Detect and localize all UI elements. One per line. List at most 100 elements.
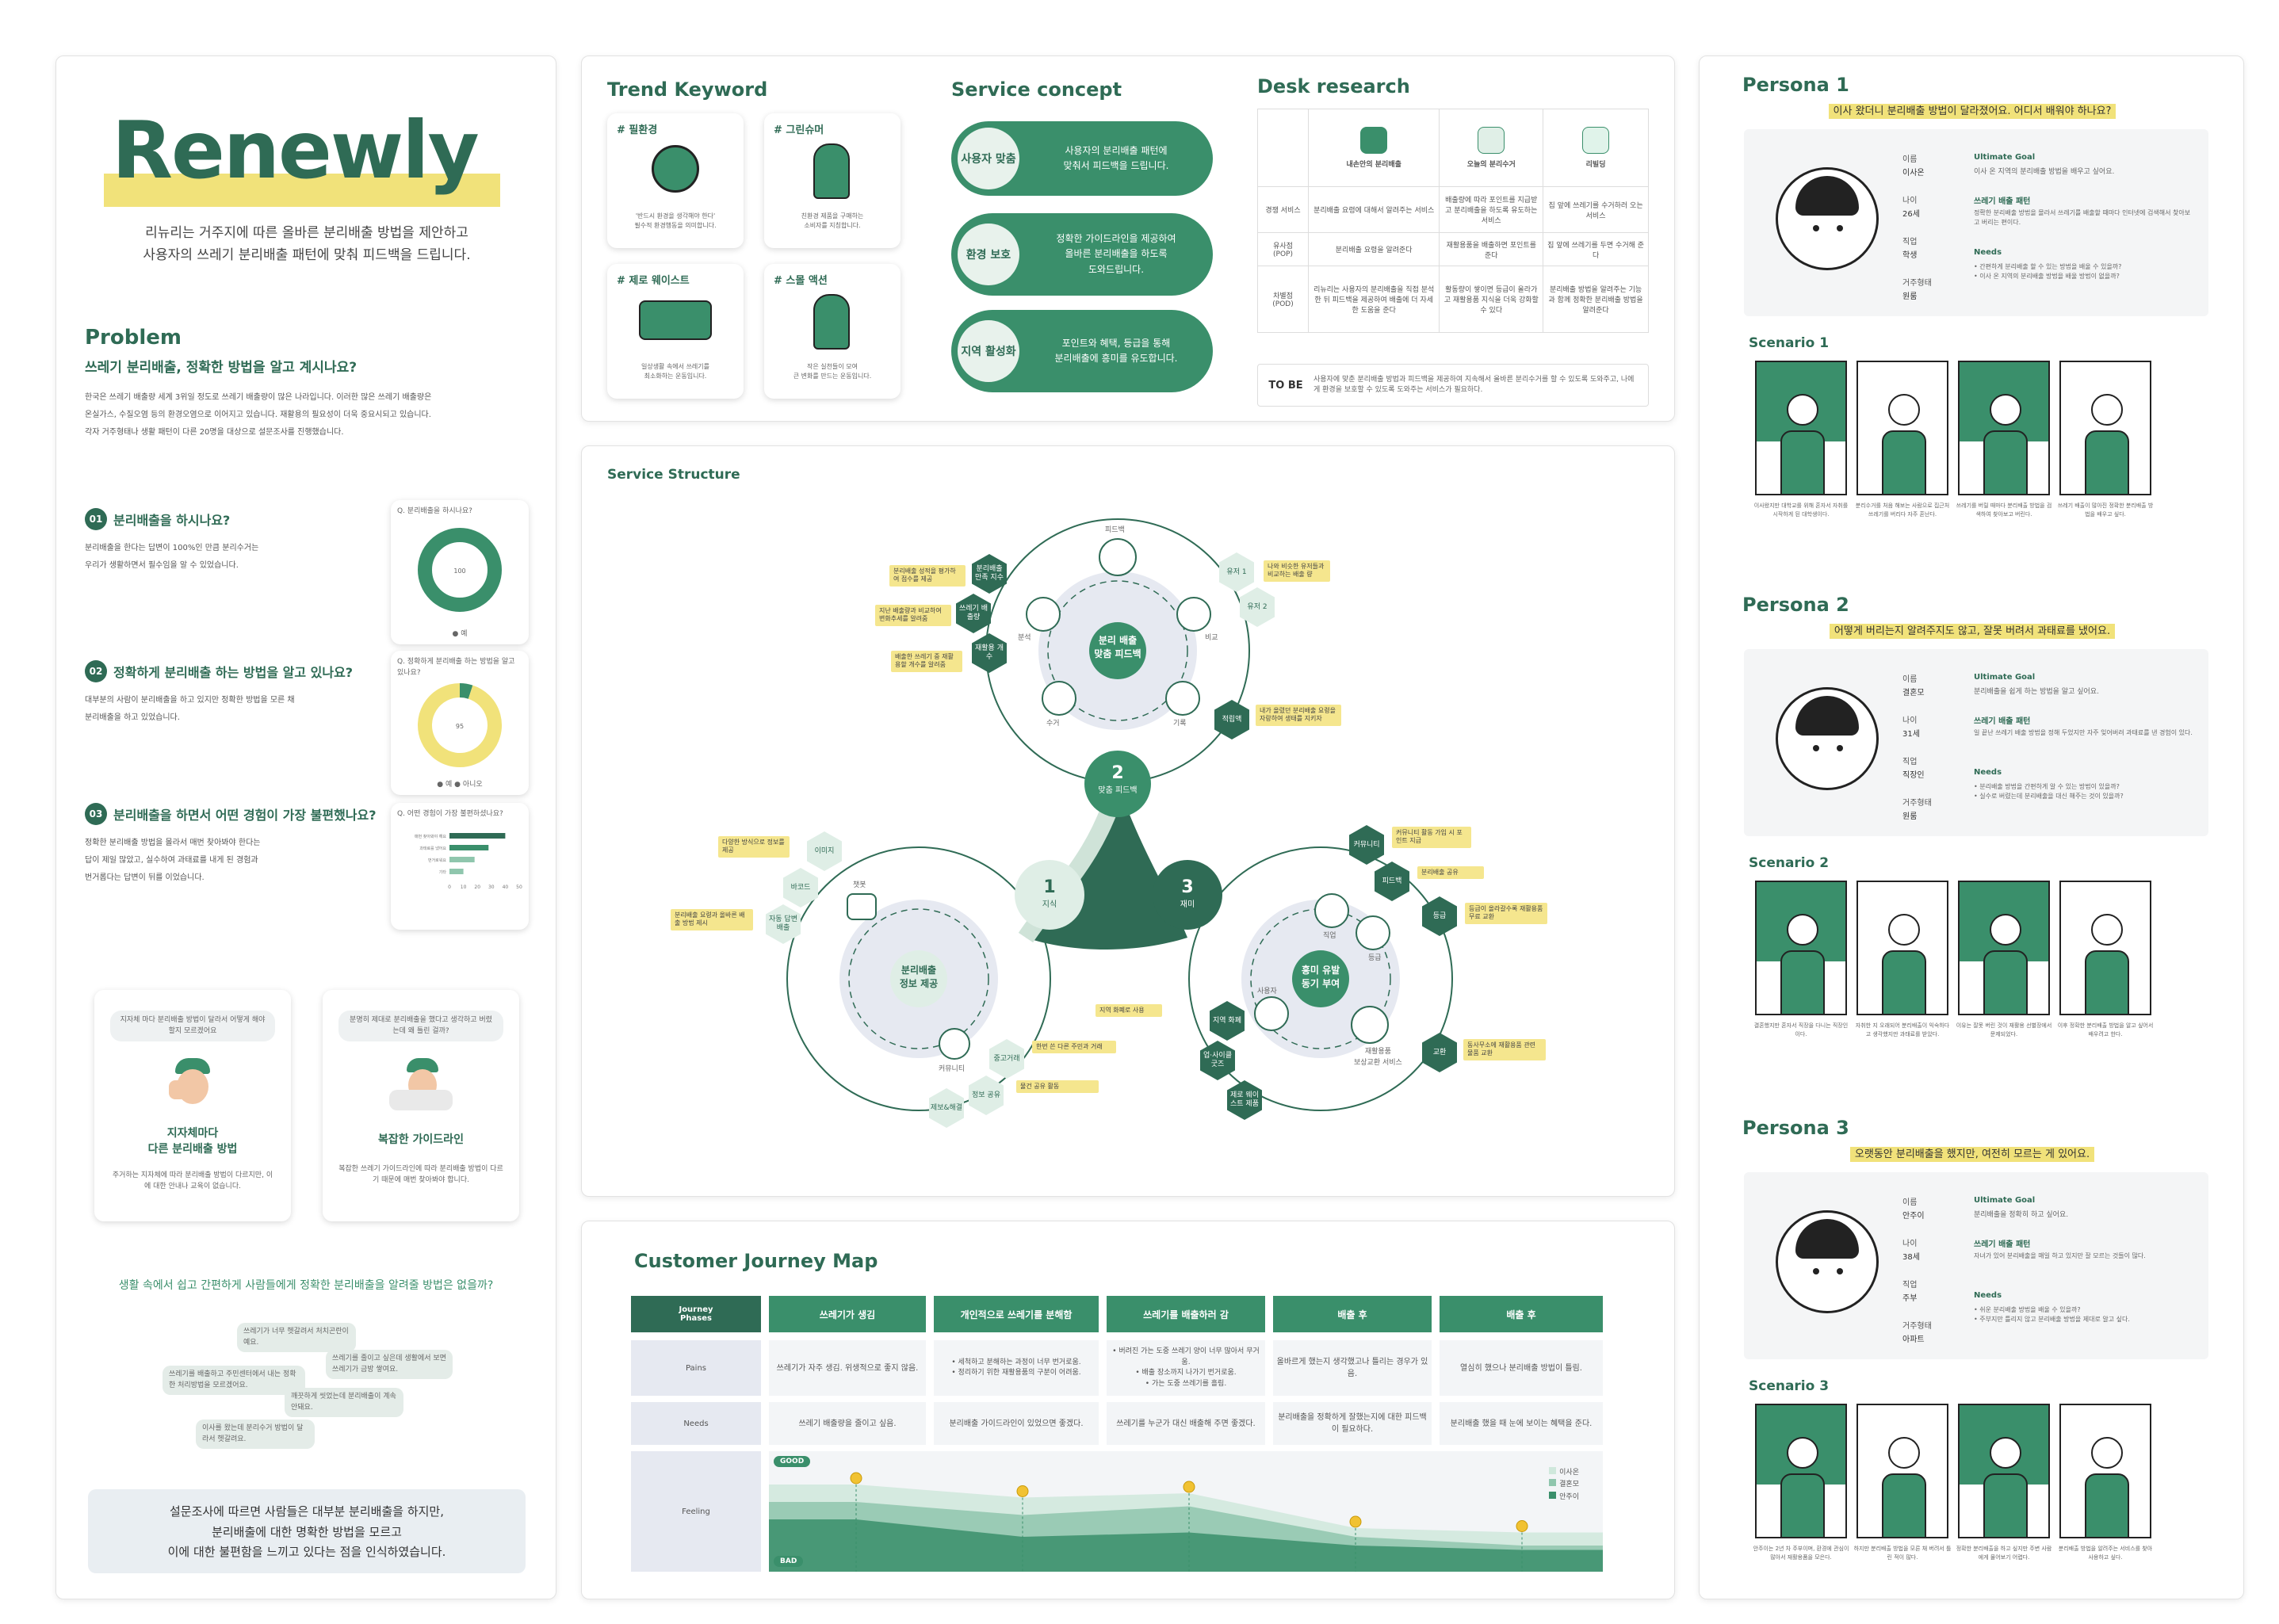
persona-field: 나이 31세 [1902,716,1920,739]
scenario-title: Scenario 1 [1749,335,1830,351]
speech-bubble: 지자체 마다 분리배출 방법이 달라서 어떻게 해야 할지 모르겠어요 [110,1011,275,1041]
journey-phase: 배출 후 [1440,1296,1603,1332]
pattern: 자녀가 있어 분리배출을 매일 하고 있지만 잘 모르는 것들이 많다. [1974,1252,2146,1259]
desk-col: 오늘의 분리수거 [1439,109,1544,187]
goal-head: Ultimate Goal [1974,673,2036,682]
feedback-icon [1099,538,1137,576]
scenario-panel [1958,881,2050,1015]
hex-local-currency: 지역 화폐 [1210,1001,1245,1041]
note: 한번 쓴 다른 주민과 거래 [1032,1041,1116,1054]
desk-col: 리빌딩 [1543,109,1649,187]
conclusion-line-1: 설문조사에 따르면 사람들은 대부분 분리배출을 하지만, [169,1504,444,1519]
number-3: 3 재미 [1180,877,1195,909]
pie-slice [418,683,502,767]
record-icon [1165,681,1200,716]
emoji-face-icon [1183,1481,1195,1493]
label-compare: 비교 [1205,634,1218,642]
label-user: 사용자 [1257,988,1277,995]
desk-row-head: 유사점 (POP) [1257,232,1309,266]
desk-cell: 집 앞에 쓰레기를 수거하러 오는 서비스 [1543,186,1649,233]
scenario-caption: 결혼했지만 혼자서 직장을 다니는 직장인이다. [1753,1022,1849,1037]
persona-field: 직업 주부 [1902,1281,1918,1303]
logo: Renewly [112,104,480,197]
question-title: 정확하게 분리배출 하는 방법을 알고 있나요? [113,665,354,680]
label-job: 직업 [1323,932,1336,940]
persona-field: 직업 학생 [1902,238,1918,260]
scenario-caption: 정확한 분리배출을 하고 싶지만 주변 사람에게 물어보기 어렵다. [1956,1546,2052,1561]
goal: 분리배출을 정확히 하고 싶어요. [1974,1211,2069,1219]
persona-field: 거주형태 원룸 [1902,799,1932,821]
persona-1: Persona 1 이사 왔더니 분리배출 방법이 달라졌어요. 어디서 배워야 … [1700,74,2245,581]
structure-center-2: 분리배출 정보 제공 [899,965,939,989]
journey-phase: 쓰레기가 생김 [769,1296,926,1332]
journey-feeling-label: Feeling [631,1451,761,1572]
app-icon [1478,127,1505,154]
number-1: 1 지식 [1042,877,1057,909]
chart-legend: ● 예 [452,629,468,638]
bar-tick: 0 [448,885,451,890]
bad-badge: BAD [774,1556,804,1567]
structure-center-1: 분리 배출 맞춤 피드백 [1094,635,1141,659]
scenario-panel [1755,881,1847,1015]
note: 분리배출 공유 [1417,866,1484,880]
desk-row-head: 경쟁 서비스 [1257,186,1309,233]
compare-icon [1176,597,1211,632]
journey-phase-label: Journey Phases [631,1296,761,1332]
collect-icon [1042,681,1076,716]
survey-bubble: 깨끗하게 씻었는데 분리배출이 계속 안돼요. [285,1388,403,1417]
needs-head: Needs [1974,768,2002,777]
chart-card-1: Q. 분리배출을 하시나요? 100 ● 예 [391,500,529,644]
desk-cell: 집 앞에 쓰레기를 두면 수거해 준다 [1543,232,1649,266]
emoji-face-icon [1516,1520,1528,1532]
conclusion-line-2: 분리배출에 대한 명확한 방법을 모르고 [212,1524,402,1539]
persona-title: Persona 2 [1742,594,1849,616]
chart-card-3: Q. 어떤 경험이 가장 불편하셨나요? 매번 찾아봐야 해요 과태료를 냈어요 번… [391,803,529,930]
problem-panel: Renewly 리뉴리는 거주지에 따른 올바른 분리배출 방법을 제안하고 사… [55,55,556,1599]
feeling-area: GOOD BAD 이사온 결혼모 안주이 [769,1451,1603,1572]
persona-field: 거주형태 아파트 [1902,1322,1932,1344]
desk-cell: 활동량이 쌓이면 등급이 올라가고 재활용품 지식을 더욱 강화할 수 있다 [1439,266,1544,333]
app-icon [1582,127,1610,154]
question-number: 02 [85,660,107,682]
scenario-title: Scenario 3 [1749,1378,1830,1394]
persona-card: 이름 이사온 나이 26세 직업 학생 거주형태 원룸 Ultimate Goal 이사 온 지역… [1744,129,2208,316]
note: 지역 화폐로 사용 [1096,1004,1162,1018]
scenario-caption: 안주이는 2년 차 주부이며, 환경에 관심이 많아서 재활용품을 모은다. [1753,1546,1849,1561]
trend-desc: 친환경 제품을 구매하는 소비자를 지칭합니다. [801,212,864,229]
label-analysis: 분석 [1018,634,1031,642]
desk-row-head: 차별점 (POD) [1257,266,1309,333]
scenario-caption: 분리수거를 처음 해보는 사람으로 집근처 쓰레기를 버리다 자주 혼난다. [1855,502,1950,518]
hex-satisfaction: 분리배출 만족 지수 [972,554,1007,594]
question-number: 01 [85,508,107,530]
journey-panel: Customer Journey Map Journey Phases 쓰레기가… [581,1221,1675,1599]
pie-label: 95 [456,723,464,730]
persona-card: 이름 안주이 나이 38세 직업 주부 거주형태 아파트 Ultimate Goal 분리배출을 … [1744,1172,2208,1359]
scenario-panel [1755,1404,1847,1538]
good-badge: GOOD [774,1456,811,1467]
journey-title: Customer Journey Map [634,1250,878,1272]
question-body: 대부분의 사람이 분리배출을 하고 있지만 정확한 방법을 모른 채 분리배출을… [85,696,295,722]
note: 배출한 쓰레기 중 재활용할 개수를 알려줌 [891,651,962,672]
pie-slice [418,528,502,612]
desk-cell: 리뉴리는 사용자의 분리배출을 직접 분석한 뒤 피드백을 제공하여 배출에 더… [1307,266,1440,333]
journey-need: 분리배출을 정확하게 잘했는지에 대한 피드백이 필요하다. [1273,1402,1432,1445]
journey-phase: 개인적으로 쓰레기를 분해함 [934,1296,1099,1332]
journey-pain: 올바르게 했는지 생각했고나 틀리는 경우가 있음. [1273,1340,1432,1396]
trend-card-1: # 필환경 '반드시 환경을 생각해야 한다' 필수적 환경행동을 의미합니다. [607,113,744,248]
note: 나와 비슷한 유저들과 비교하는 배출 량 [1264,560,1330,582]
chart-card-2: Q. 정확하게 분리배출 하는 방법을 알고 있나요? 95 ● 예 ● 아니오 [391,651,529,795]
bar-label: 번거로워요 [428,858,446,863]
concept-text: 정확한 가이드라인을 제공하여 올바른 분리배출을 하도록 도와드립니다. [1056,233,1176,275]
note: 다양한 방식으로 정보를 제공 [718,836,790,858]
summary-question: 생활 속에서 쉽고 간편하게 사람들에게 정확한 분리배출을 알려줄 방법은 없… [118,1279,494,1292]
hex-report: 제보&해결 [929,1088,964,1128]
scenario-caption: 쓰레기를 버릴 때마다 분리배출 방법을 검색하여 찾아보고 버린다. [1956,502,2052,518]
question-body: 분리배출을 한다는 답변이 100%인 만큼 분리수거는 우리가 생활하면서 필… [85,544,259,570]
trend-card-3: # 제로 웨이스트 일상생활 속에서 쓰레기를 최소화하는 운동입니다. [607,264,744,399]
hex-zero-waste: 제로 웨이스트 제품 [1227,1080,1262,1120]
journey-pain: 열심히 했으나 분리배출 방법이 틀림. [1440,1340,1603,1396]
chart-question: Q. 어떤 경험이 가장 불편하셨나요? [397,810,503,818]
trend-card-2: # 그린슈머 친환경 제품을 구매하는 소비자를 지칭합니다. [764,113,901,248]
note: 내가 올렸던 분리배출 요령을 자랑하여 생태를 지키자 [1256,705,1341,726]
character-facepalm-icon [169,1058,216,1114]
